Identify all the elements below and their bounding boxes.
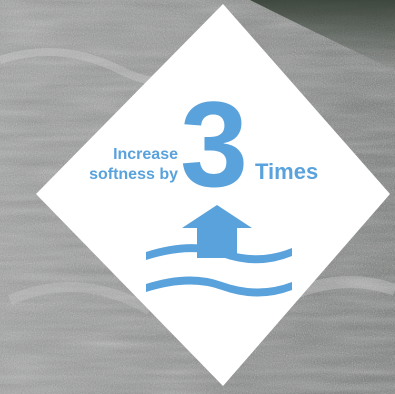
headline-prefix: Increase softness by [60,145,178,185]
multiplier-suffix: Times [255,159,319,184]
multiplier-number: 3 [180,76,248,212]
headline-line-2: softness by [89,166,178,183]
waves-icon [146,244,292,297]
headline-line-1: Increase [113,146,178,163]
